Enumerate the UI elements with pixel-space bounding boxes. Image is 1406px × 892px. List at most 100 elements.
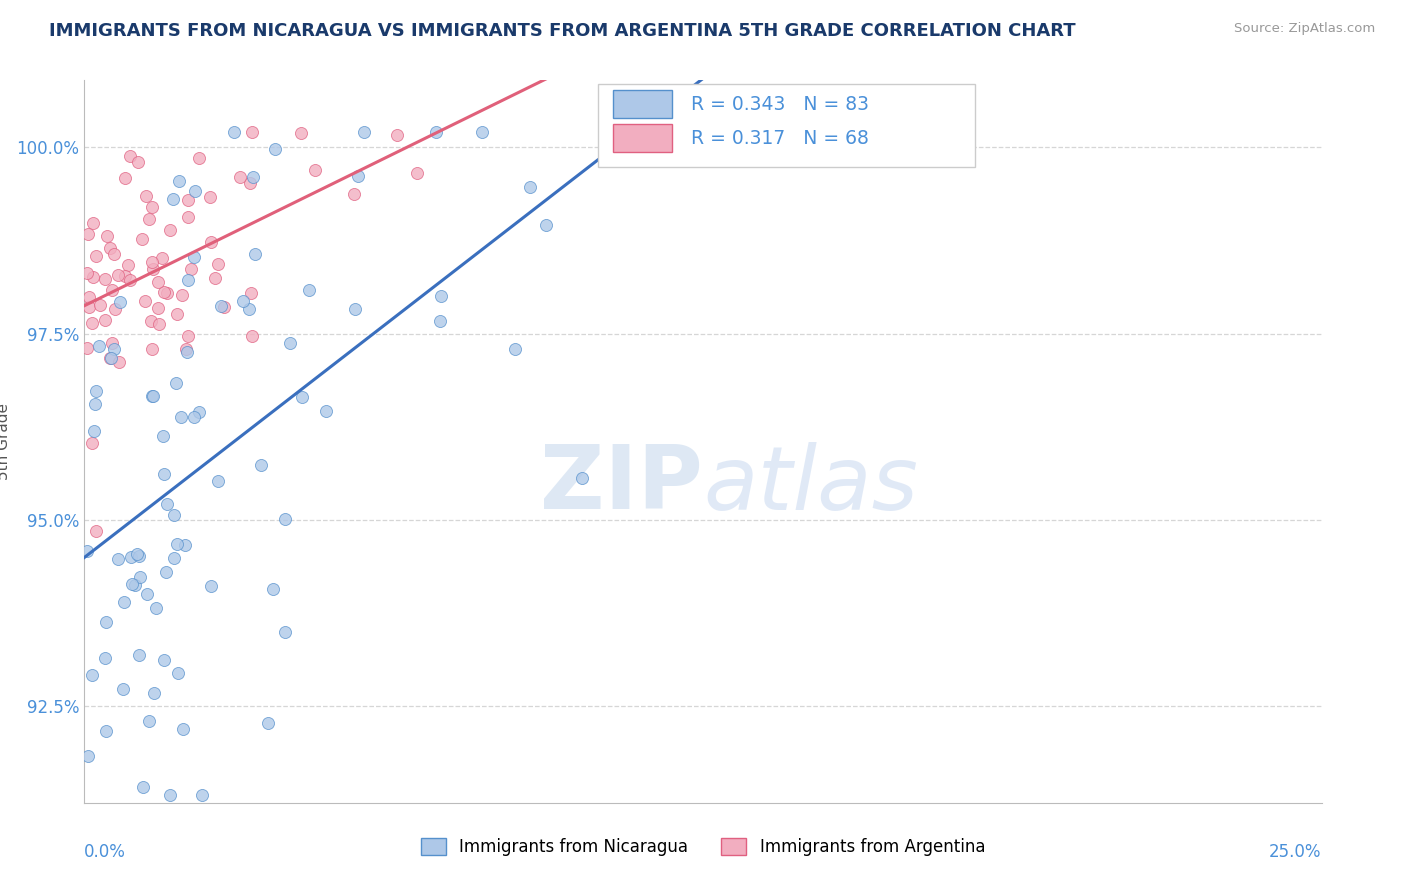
Point	[142, 389, 165, 403]
Point	[159, 789, 181, 803]
Point	[89, 298, 111, 312]
Text: IMMIGRANTS FROM NICARAGUA VS IMMIGRANTS FROM ARGENTINA 5TH GRADE CORRELATION CHA: IMMIGRANTS FROM NICARAGUA VS IMMIGRANTS …	[49, 22, 1076, 40]
Text: ZIP: ZIP	[540, 442, 703, 528]
Point	[146, 275, 169, 289]
Point	[262, 582, 284, 597]
Point	[141, 389, 163, 403]
Point	[387, 128, 409, 143]
Point	[128, 549, 150, 564]
Point	[571, 470, 593, 484]
Point	[146, 301, 169, 315]
Point	[519, 179, 541, 194]
Point	[165, 376, 187, 390]
Point	[159, 223, 181, 237]
Point	[177, 328, 200, 343]
Point	[82, 316, 104, 330]
Point	[77, 749, 100, 764]
Point	[84, 397, 107, 411]
Point	[187, 152, 209, 166]
Point	[120, 550, 142, 565]
Point	[274, 625, 297, 640]
Point	[82, 216, 104, 230]
Y-axis label: 5th Grade: 5th Grade	[0, 403, 11, 480]
Point	[280, 335, 302, 350]
Point	[173, 538, 195, 552]
Point	[471, 125, 494, 139]
Point	[430, 288, 453, 302]
Point	[77, 290, 100, 304]
Point	[191, 789, 214, 803]
Point	[77, 227, 100, 242]
Point	[129, 570, 152, 584]
Point	[98, 241, 121, 255]
Point	[238, 301, 260, 316]
Point	[96, 723, 118, 738]
Point	[94, 312, 117, 326]
Point	[298, 283, 321, 297]
Text: R = 0.343   N = 83: R = 0.343 N = 83	[690, 95, 869, 113]
Point	[96, 228, 118, 243]
Point	[107, 552, 129, 566]
Point	[124, 578, 146, 592]
Point	[94, 272, 117, 286]
Point	[163, 551, 186, 566]
Point	[103, 342, 125, 356]
Point	[172, 288, 194, 302]
Point	[145, 600, 167, 615]
Point	[163, 508, 186, 523]
Point	[256, 715, 278, 730]
Point	[77, 300, 100, 314]
Point	[155, 566, 177, 580]
FancyBboxPatch shape	[598, 84, 976, 167]
Point	[264, 142, 287, 156]
Point	[207, 475, 229, 489]
Point	[503, 342, 526, 356]
Point	[304, 163, 326, 178]
Point	[640, 153, 662, 168]
Point	[425, 125, 447, 139]
Point	[94, 650, 117, 665]
Point	[180, 262, 202, 277]
Point	[183, 184, 205, 198]
Point	[108, 295, 131, 310]
Point	[200, 235, 222, 250]
Point	[232, 293, 254, 308]
Point	[82, 269, 104, 284]
Point	[121, 576, 143, 591]
Point	[87, 339, 110, 353]
Point	[183, 250, 205, 264]
Point	[107, 268, 129, 282]
Legend: Immigrants from Nicaragua, Immigrants from Argentina: Immigrants from Nicaragua, Immigrants fr…	[420, 838, 986, 856]
Point	[153, 467, 176, 481]
Point	[243, 246, 266, 260]
Point	[131, 232, 153, 246]
Point	[101, 335, 124, 350]
Point	[84, 249, 107, 263]
Point	[222, 125, 245, 139]
Point	[240, 125, 263, 139]
Point	[353, 125, 375, 139]
FancyBboxPatch shape	[613, 90, 672, 118]
Point	[80, 436, 103, 450]
Point	[200, 579, 222, 593]
Point	[142, 685, 165, 699]
Point	[228, 170, 250, 185]
Point	[100, 351, 122, 365]
Point	[141, 314, 163, 328]
Point	[166, 307, 188, 321]
Point	[148, 317, 170, 331]
Point	[141, 200, 163, 214]
Point	[291, 390, 314, 404]
Point	[156, 286, 179, 301]
Point	[103, 247, 125, 261]
Point	[107, 355, 129, 369]
Point	[152, 429, 174, 443]
Point	[76, 341, 98, 355]
Point	[242, 170, 264, 185]
Text: 0.0%: 0.0%	[84, 843, 127, 861]
Point	[114, 268, 136, 283]
Point	[76, 266, 98, 280]
Point	[207, 257, 229, 271]
Point	[162, 192, 184, 206]
Point	[343, 302, 366, 317]
